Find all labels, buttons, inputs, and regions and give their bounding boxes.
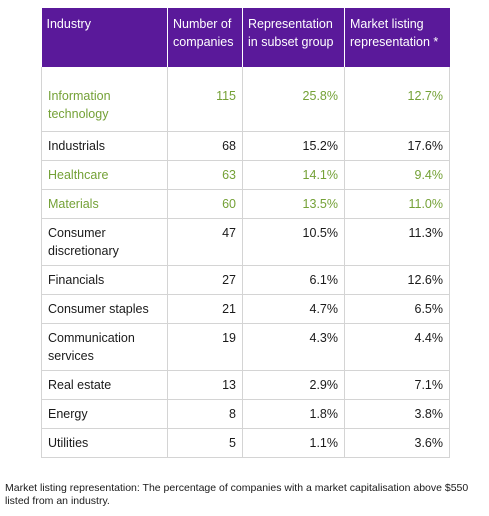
industry-cell: Industrials	[41, 131, 168, 161]
industry-cell: Healthcare	[41, 160, 168, 190]
industry-cell: Communication services	[41, 323, 168, 371]
table-body: Information technology 115 25.8% 12.7% Indus…	[41, 67, 450, 458]
table-row: Real estate 13 2.9% 7.1%	[41, 370, 450, 400]
industry-cell: Financials	[41, 265, 168, 295]
industry-cell: Real estate	[41, 370, 168, 400]
count-cell: 115	[167, 67, 243, 132]
count-cell: 8	[167, 399, 243, 429]
count-cell: 63	[167, 160, 243, 190]
subset-representation-cell: 1.1%	[242, 428, 345, 458]
count-cell: 27	[167, 265, 243, 295]
count-cell: 47	[167, 218, 243, 266]
market-representation-cell: 12.7%	[344, 67, 450, 132]
table-row: Industrials 68 15.2% 17.6%	[41, 131, 450, 161]
market-representation-cell: 4.4%	[344, 323, 450, 371]
header-market-listing: Market listing representation *	[344, 8, 450, 67]
header-representation-subset: Representation in subset group	[242, 8, 345, 67]
count-cell: 60	[167, 189, 243, 219]
market-representation-cell: 12.6%	[344, 265, 450, 295]
footnote: Market listing representation: The perce…	[5, 482, 469, 507]
market-representation-cell: 9.4%	[344, 160, 450, 190]
subset-representation-cell: 10.5%	[242, 218, 345, 266]
industry-cell: Materials	[41, 189, 168, 219]
subset-representation-cell: 6.1%	[242, 265, 345, 295]
table-row: Consumer discretionary 47 10.5% 11.3%	[41, 218, 450, 266]
count-cell: 21	[167, 294, 243, 324]
industry-table: Industry Number of companies Representat…	[41, 8, 450, 458]
market-representation-cell: 3.6%	[344, 428, 450, 458]
subset-representation-cell: 14.1%	[242, 160, 345, 190]
industry-cell: Energy	[41, 399, 168, 429]
table-row: Healthcare 63 14.1% 9.4%	[41, 160, 450, 190]
header-industry: Industry	[41, 8, 168, 67]
table-row: Financials 27 6.1% 12.6%	[41, 265, 450, 295]
count-cell: 19	[167, 323, 243, 371]
subset-representation-cell: 13.5%	[242, 189, 345, 219]
subset-representation-cell: 4.7%	[242, 294, 345, 324]
industry-cell: Consumer discretionary	[41, 218, 168, 266]
market-representation-cell: 7.1%	[344, 370, 450, 400]
subset-representation-cell: 1.8%	[242, 399, 345, 429]
industry-cell: Consumer staples	[41, 294, 168, 324]
count-cell: 13	[167, 370, 243, 400]
industry-cell: Utilities	[41, 428, 168, 458]
subset-representation-cell: 4.3%	[242, 323, 345, 371]
subset-representation-cell: 2.9%	[242, 370, 345, 400]
market-representation-cell: 3.8%	[344, 399, 450, 429]
table-row: Materials 60 13.5% 11.0%	[41, 189, 450, 219]
subset-representation-cell: 25.8%	[242, 67, 345, 132]
market-representation-cell: 17.6%	[344, 131, 450, 161]
table-row: Utilities 5 1.1% 3.6%	[41, 428, 450, 458]
table-row: Information technology 115 25.8% 12.7%	[41, 67, 450, 132]
market-representation-cell: 11.3%	[344, 218, 450, 266]
header-number-of-companies: Number of companies	[167, 8, 243, 67]
count-cell: 68	[167, 131, 243, 161]
count-cell: 5	[167, 428, 243, 458]
subset-representation-cell: 15.2%	[242, 131, 345, 161]
table-row: Communication services 19 4.3% 4.4%	[41, 323, 450, 371]
market-representation-cell: 6.5%	[344, 294, 450, 324]
table-row: Energy 8 1.8% 3.8%	[41, 399, 450, 429]
header-row: Industry Number of companies Representat…	[41, 8, 450, 67]
industry-cell: Information technology	[41, 67, 168, 132]
market-representation-cell: 11.0%	[344, 189, 450, 219]
table-row: Consumer staples 21 4.7% 6.5%	[41, 294, 450, 324]
